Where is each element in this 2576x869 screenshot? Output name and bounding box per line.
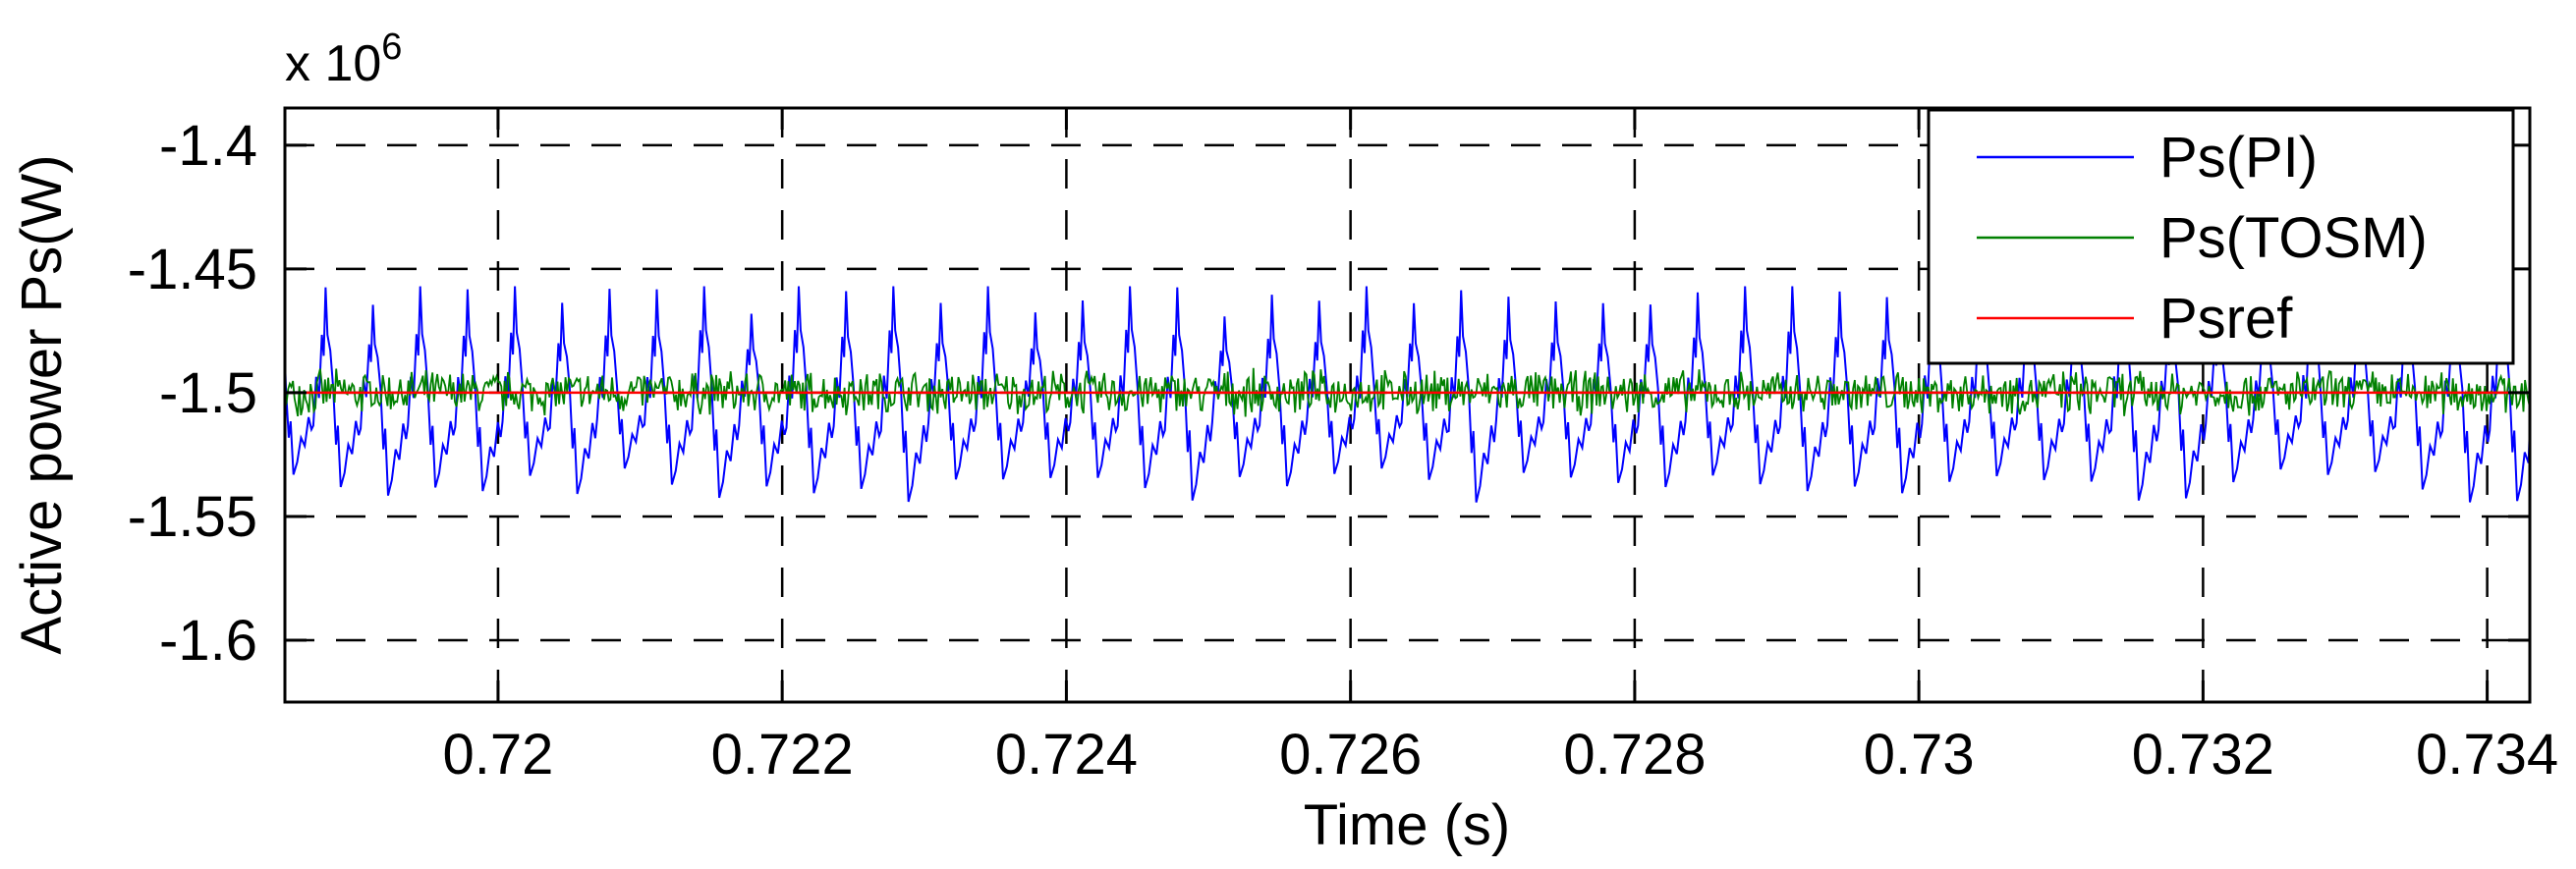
legend: Ps(PI) Ps(TOSM) Psref: [1927, 108, 2515, 365]
y-axis-title: Active power Ps(W): [10, 154, 74, 654]
x-tick-label: 0.724: [995, 723, 1138, 787]
plot-frame: [283, 106, 2532, 704]
series-line-ps-pi: [284, 286, 2531, 503]
series-line-ps-tosm: [284, 367, 2531, 417]
x-tick-label: 0.72: [442, 723, 553, 787]
y-tick-label: -1.55: [128, 485, 257, 549]
x-tick-label: 0.722: [711, 723, 854, 787]
x-tick-label: 0.734: [2416, 723, 2558, 787]
x-tick-label: 0.732: [2132, 723, 2274, 787]
y-tick-label: -1.6: [159, 609, 257, 673]
y-tick-label: -1.4: [159, 114, 257, 178]
x-tick-label: 0.73: [1864, 723, 1975, 787]
y-exponent-power: 6: [381, 27, 402, 68]
x-tick-label: 0.726: [1279, 723, 1422, 787]
ticks: [285, 108, 2530, 702]
legend-label-ps-pi: Ps(PI): [2159, 126, 2318, 190]
tick-labels: 0.72 0.722 0.724 0.726 0.728 0.73 0.732 0.734 -1…: [128, 114, 2558, 787]
y-tick-label: -1.45: [128, 238, 257, 301]
y-tick-label: -1.5: [159, 361, 257, 425]
legend-label-psref: Psref: [2159, 287, 2293, 351]
y-exponent-base: x 10: [285, 35, 381, 92]
legend-label-ps-tosm: Ps(TOSM): [2159, 206, 2428, 270]
x-tick-label: 0.728: [1563, 723, 1706, 787]
series-layer: [284, 286, 2531, 503]
y-exponent-label: x 106: [285, 27, 402, 92]
x-axis-title: Time (s): [1304, 793, 1510, 857]
